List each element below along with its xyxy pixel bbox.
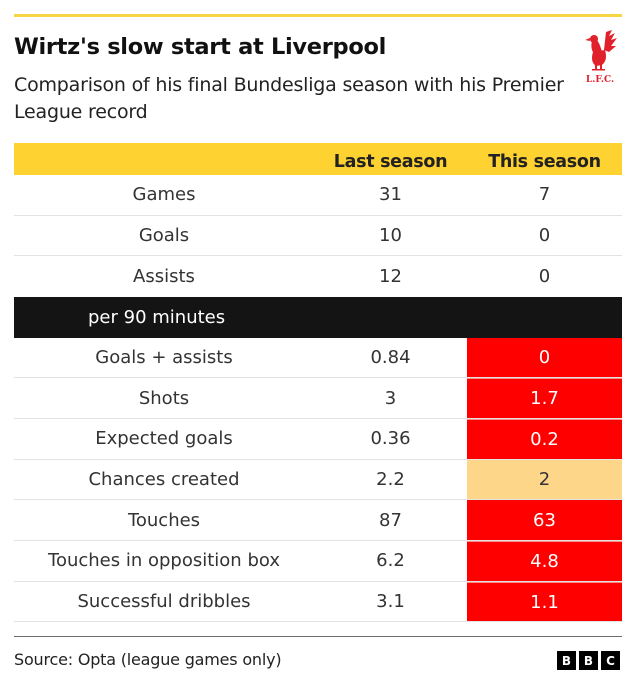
this-season-value: 0	[538, 225, 551, 247]
last-season-value: 10	[379, 225, 402, 247]
stats-table: Last season This season Games 31 7 Goals…	[14, 143, 622, 623]
column-header-this-season: This season	[488, 152, 601, 172]
table-row: Touches 87 63	[14, 500, 622, 541]
this-season-value: 0	[467, 337, 622, 378]
last-season-value: 0.84	[370, 346, 411, 368]
table-row: Successful dribbles 3.1 1.1	[14, 581, 622, 623]
this-season-value: 4.8	[467, 541, 622, 581]
table-row: Touches in opposition box 6.2 4.8	[14, 541, 622, 582]
table-row: Expected goals 0.36 0.2	[14, 418, 622, 460]
last-season-value: 31	[379, 184, 402, 206]
row-label: Assists	[133, 266, 195, 288]
last-season-value: 6.2	[376, 550, 405, 572]
chart-title: Wirtz's slow start at Liverpool	[14, 34, 387, 60]
column-header-last-season: Last season	[333, 152, 448, 172]
per-90-section-header: per 90 minutes	[14, 297, 622, 338]
table-row: Goals + assists 0.84 0	[14, 337, 622, 379]
liverbird-crest-icon: L.F.C.	[578, 28, 622, 86]
svg-text:L.F.C.: L.F.C.	[586, 75, 614, 85]
table-row: Goals 10 0	[14, 216, 622, 257]
bbc-letter-b: B	[579, 651, 598, 670]
this-season-value: 7	[538, 184, 551, 206]
this-season-value: 2	[467, 459, 622, 500]
footer-divider	[14, 636, 622, 637]
this-season-value: 0.2	[467, 418, 622, 459]
bbc-letter-b: B	[557, 651, 576, 670]
row-label: Touches in opposition box	[48, 550, 280, 572]
this-season-value: 0	[538, 266, 551, 288]
this-season-value: 1.1	[467, 581, 622, 622]
table-header: Last season This season	[14, 143, 622, 175]
row-label: Games	[132, 184, 196, 206]
this-season-value: 1.7	[467, 378, 622, 418]
table-row: Assists 12 0	[14, 256, 622, 297]
row-label: Goals + assists	[95, 346, 233, 368]
source-note: Source: Opta (league games only)	[14, 650, 282, 669]
last-season-value: 3.1	[376, 591, 405, 613]
row-label: Chances created	[88, 468, 240, 490]
last-season-value: 87	[379, 509, 402, 531]
row-label: Goals	[138, 225, 190, 247]
row-label: Shots	[138, 387, 190, 409]
table-row: Games 31 7	[14, 175, 622, 216]
this-season-value: 63	[467, 500, 622, 540]
table-row: Chances created 2.2 2	[14, 459, 622, 501]
last-season-value: 2.2	[376, 468, 405, 490]
row-label: Touches	[127, 509, 201, 531]
row-label: Successful dribbles	[77, 591, 251, 613]
bbc-letter-c: C	[601, 651, 620, 670]
last-season-value: 0.36	[370, 428, 411, 450]
row-label: Expected goals	[95, 428, 233, 450]
chart-subtitle: Comparison of his final Bundesliga seaso…	[14, 74, 564, 123]
last-season-value: 12	[379, 266, 402, 288]
section-label: per 90 minutes	[88, 306, 226, 328]
bbc-logo-icon: B B C	[557, 651, 620, 670]
last-season-value: 3	[384, 387, 397, 409]
top-accent-rule	[14, 14, 622, 17]
table-row: Shots 3 1.7	[14, 378, 622, 419]
